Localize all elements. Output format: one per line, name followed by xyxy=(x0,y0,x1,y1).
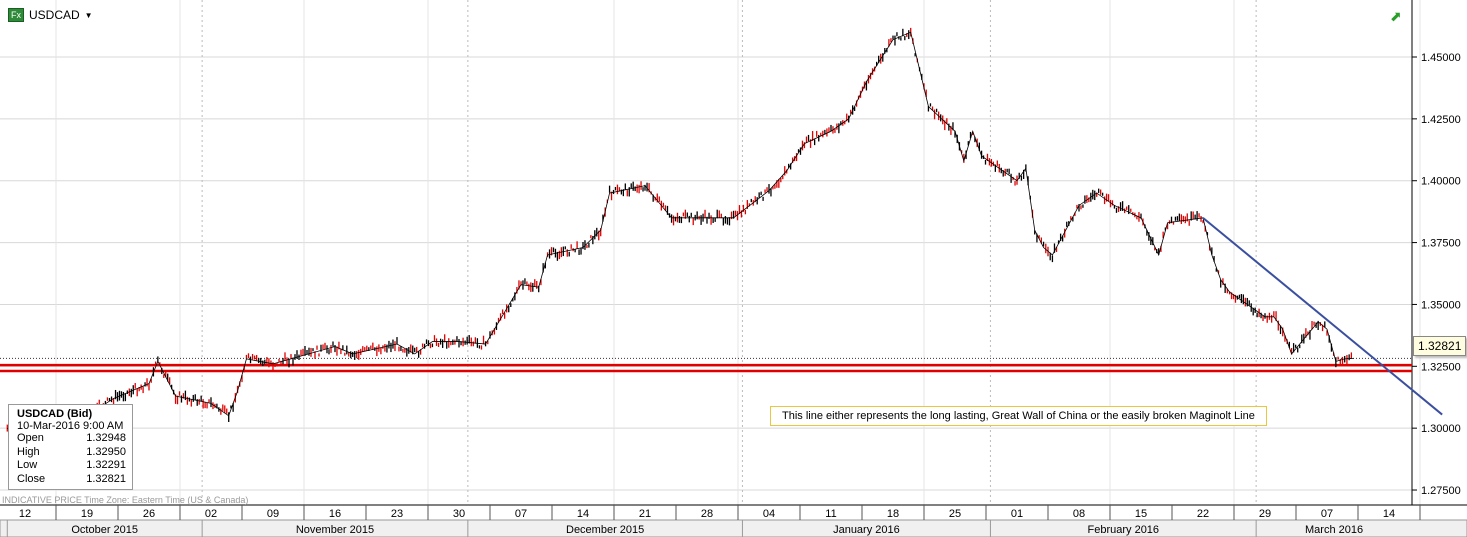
x-tick-label: 14 xyxy=(577,508,589,520)
x-tick-label: 19 xyxy=(81,508,93,520)
x-tick-label: 23 xyxy=(391,508,403,520)
x-tick-label: 01 xyxy=(1011,508,1023,520)
x-tick-label: 21 xyxy=(639,508,651,520)
x-tick-label: 04 xyxy=(763,508,775,520)
row-low: Low 1.32291 xyxy=(17,459,132,473)
row-high: High 1.32950 xyxy=(17,446,132,460)
x-tick-label: 09 xyxy=(267,508,279,520)
month-label: February 2016 xyxy=(1088,524,1160,536)
x-tick-label: 26 xyxy=(143,508,155,520)
label: Low xyxy=(17,459,38,471)
x-tick-label: 16 xyxy=(329,508,341,520)
x-tick-label: 25 xyxy=(949,508,961,520)
label: Close xyxy=(17,472,46,485)
month-label: January 2016 xyxy=(833,524,900,536)
x-tick-label: 11 xyxy=(825,508,836,520)
y-tick-label: 1.42500 xyxy=(1421,114,1461,126)
trend-up-icon[interactable]: ⬈ xyxy=(1390,8,1402,24)
tooltip-datetime: 10-Mar-2016 9:00 AM xyxy=(17,420,124,432)
value: 1.32950 xyxy=(86,445,126,458)
month-label: October 2015 xyxy=(71,524,138,536)
annotation-box[interactable]: This line either represents the long las… xyxy=(770,406,1267,426)
month-label: March 2016 xyxy=(1305,524,1363,536)
y-tick-label: 1.40000 xyxy=(1421,176,1461,188)
trendline xyxy=(1202,217,1443,416)
month-row xyxy=(0,519,1467,537)
month-label: December 2015 xyxy=(566,524,644,536)
x-tick-label: 07 xyxy=(515,508,527,520)
x-tick-label: 02 xyxy=(205,508,217,520)
value: 1.32291 xyxy=(86,459,126,471)
month-label: November 2015 xyxy=(296,524,374,536)
symbol-selector[interactable]: Fx USDCAD ▼ xyxy=(8,8,93,22)
x-tick-label: 29 xyxy=(1259,508,1271,520)
y-tick-label: 1.27500 xyxy=(1421,485,1461,497)
value: 1.32948 xyxy=(86,432,126,444)
last-price-label: 1.32821 xyxy=(1413,336,1467,356)
y-tick-label: 1.30000 xyxy=(1421,423,1461,435)
x-tick-label: 30 xyxy=(453,508,465,520)
ohlc-tooltip: USDCAD (Bid) 10-Mar-2016 9:00 AM Open 1.3… xyxy=(8,404,133,490)
y-tick-label: 1.45000 xyxy=(1421,52,1461,64)
footer-note: INDICATIVE PRICE Time Zone: Eastern Time… xyxy=(2,495,249,505)
chevron-down-icon: ▼ xyxy=(84,10,93,20)
x-tick-label: 18 xyxy=(887,508,899,520)
x-tick-label: 15 xyxy=(1135,508,1147,520)
value: 1.32821 xyxy=(86,472,126,485)
x-tick-label: 14 xyxy=(1383,508,1395,520)
label: High xyxy=(17,445,40,458)
symbol-label: USDCAD xyxy=(29,8,80,22)
x-tick-label: 22 xyxy=(1197,508,1209,520)
y-tick-label: 1.37500 xyxy=(1421,238,1461,250)
x-tick-label: 28 xyxy=(701,508,713,520)
y-tick-label: 1.35000 xyxy=(1421,299,1461,311)
tooltip-title: USDCAD (Bid) xyxy=(17,408,93,420)
y-tick-label: 1.32500 xyxy=(1421,361,1461,373)
row-open: Open 1.32948 xyxy=(17,432,132,446)
fx-icon: Fx xyxy=(8,8,24,22)
row-close: Close 1.32821 xyxy=(17,473,132,487)
x-tick-label: 08 xyxy=(1073,508,1085,520)
label: Open xyxy=(17,432,44,444)
x-tick-label: 12 xyxy=(19,508,31,520)
x-tick-label: 07 xyxy=(1321,508,1333,520)
price-line xyxy=(7,31,1354,454)
